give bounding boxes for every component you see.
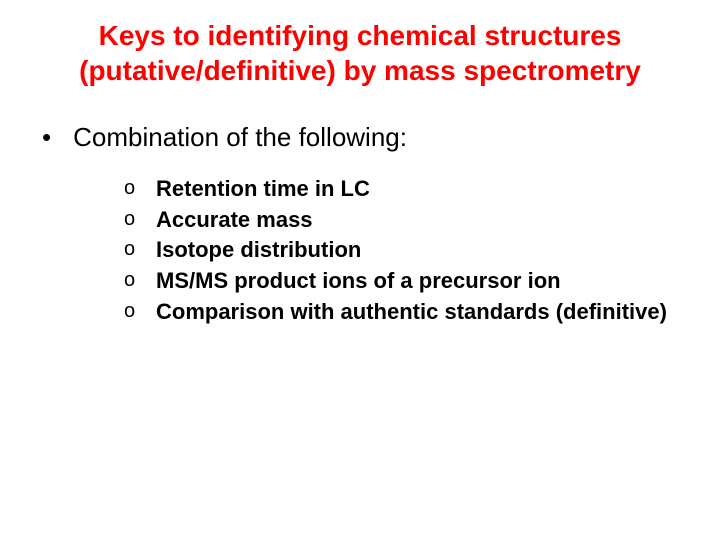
list-item-text: Comparison with authentic standards (def… (156, 298, 667, 327)
bullet-marker: • (42, 122, 51, 153)
list-item-text: Isotope distribution (156, 236, 361, 265)
list-item: o Isotope distribution (124, 236, 680, 265)
circle-marker-icon: o (124, 206, 156, 232)
slide: Keys to identifying chemical structures … (0, 0, 720, 540)
list-item-text: Accurate mass (156, 206, 313, 235)
list-item-text: Retention time in LC (156, 175, 370, 204)
list-item: o Comparison with authentic standards (d… (124, 298, 680, 327)
list-item: o MS/MS product ions of a precursor ion (124, 267, 680, 296)
main-bullet: • Combination of the following: (40, 122, 680, 153)
circle-marker-icon: o (124, 298, 156, 324)
list-item-text: MS/MS product ions of a precursor ion (156, 267, 561, 296)
slide-title: Keys to identifying chemical structures … (60, 18, 660, 88)
sub-list: o Retention time in LC o Accurate mass o… (124, 175, 680, 326)
bullet-text: Combination of the following: (73, 122, 407, 153)
circle-marker-icon: o (124, 175, 156, 201)
circle-marker-icon: o (124, 267, 156, 293)
circle-marker-icon: o (124, 236, 156, 262)
list-item: o Retention time in LC (124, 175, 680, 204)
list-item: o Accurate mass (124, 206, 680, 235)
